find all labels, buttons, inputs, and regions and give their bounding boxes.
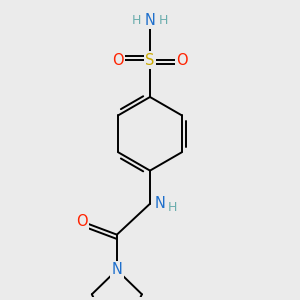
- Text: H: H: [159, 14, 168, 27]
- Text: S: S: [145, 53, 155, 68]
- Text: N: N: [154, 196, 165, 211]
- Text: O: O: [76, 214, 87, 229]
- Text: O: O: [112, 53, 123, 68]
- Text: N: N: [145, 13, 155, 28]
- Text: H: H: [167, 201, 177, 214]
- Text: O: O: [177, 53, 188, 68]
- Text: H: H: [132, 14, 141, 27]
- Text: N: N: [111, 262, 122, 278]
